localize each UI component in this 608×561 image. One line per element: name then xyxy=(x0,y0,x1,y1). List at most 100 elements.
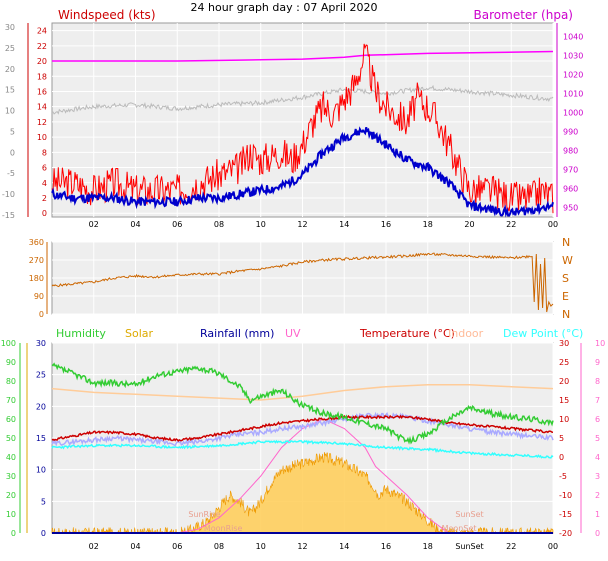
baro-y-tick-label: 1040 xyxy=(563,32,583,41)
temperature-line xyxy=(51,414,554,442)
outer-y-tick-label: -5 xyxy=(7,169,15,178)
temp-x-tick-label: SunSet xyxy=(455,542,483,551)
temperature-y-tick-label: 5 xyxy=(559,434,564,443)
humidity-y-tick-label: 70 xyxy=(6,396,16,405)
wind-y-tick-label: 10 xyxy=(37,133,47,142)
legend-item-dewpoint: Dew Point (°C) xyxy=(503,327,583,340)
humidity-y-tick-label: 10 xyxy=(6,510,16,519)
humidity-y-tick-label: 90 xyxy=(6,358,16,367)
uv-y-tick-label: 10 xyxy=(595,339,605,348)
rain-y-tick-label: 25 xyxy=(36,371,46,380)
baro-y-tick-label: 970 xyxy=(563,165,578,174)
humidity-y-tick-label: 20 xyxy=(6,491,16,500)
baro-panel-title: Barometer (hpa) xyxy=(474,8,573,22)
wind-average-line xyxy=(51,126,554,218)
outer-y-tick-label: 10 xyxy=(5,107,15,116)
legend-item-solar: Solar xyxy=(125,327,154,340)
temp-x-tick-label: 12 xyxy=(297,542,307,551)
outer-y-tick-label: 5 xyxy=(10,127,15,136)
wind-y-tick-label: 24 xyxy=(37,27,47,36)
wind-y-tick-label: 6 xyxy=(42,164,47,173)
compass-label: E xyxy=(562,290,569,303)
rain-y-tick-label: 5 xyxy=(41,497,46,506)
humidity-y-tick-label: 80 xyxy=(6,377,16,386)
uv-y-tick-label: 7 xyxy=(595,396,600,405)
outer-y-tick-label: 15 xyxy=(5,86,15,95)
humidity-y-tick-label: 30 xyxy=(6,472,16,481)
wind-y-tick-label: 8 xyxy=(42,148,47,157)
annotation-sunrise: SunRise xyxy=(188,510,220,519)
rain-y-tick-label: 10 xyxy=(36,466,46,475)
rain-y-tick-label: 20 xyxy=(36,402,46,411)
legend-item-rainfall: Rainfall (mm) xyxy=(200,327,274,340)
temp-x-tick-label: 16 xyxy=(381,542,391,551)
baro-y-tick-label: 1000 xyxy=(563,108,583,117)
direction-y-tick-label: 0 xyxy=(39,310,44,319)
temp-x-tick-label: 06 xyxy=(172,542,182,551)
direction-y-tick-label: 180 xyxy=(29,274,44,283)
temperature-y-tick-label: 30 xyxy=(559,339,569,348)
rain-y-tick-label: 0 xyxy=(41,529,46,538)
outer-y-tick-label: -10 xyxy=(2,190,15,199)
wind-x-tick-label: 04 xyxy=(130,220,140,229)
wind-y-tick-label: 0 xyxy=(42,209,47,218)
temp-x-tick-label: 14 xyxy=(339,542,349,551)
legend-item-indoor: Indoor xyxy=(448,327,484,340)
humidity-line xyxy=(51,362,554,445)
humidity-y-tick-label: 0 xyxy=(11,529,16,538)
temp-x-tick-label: 08 xyxy=(214,542,224,551)
wind-y-tick-label: 16 xyxy=(37,87,47,96)
baro-y-tick-label: 990 xyxy=(563,127,578,136)
wind-x-tick-label: 02 xyxy=(89,220,99,229)
temperature-y-tick-label: 20 xyxy=(559,377,569,386)
uv-y-tick-label: 9 xyxy=(595,358,600,367)
wind-y-tick-label: 4 xyxy=(42,179,47,188)
temp-x-tick-label: 02 xyxy=(89,542,99,551)
wind-x-tick-label: 14 xyxy=(339,220,349,229)
baro-y-tick-label: 960 xyxy=(563,184,578,193)
wind-x-tick-label: 08 xyxy=(214,220,224,229)
outer-y-tick-label: 25 xyxy=(5,44,15,53)
wind-direction-line xyxy=(51,252,533,288)
chart-title: 24 hour graph day : 07 April 2020 xyxy=(191,1,378,14)
uv-y-tick-label: 6 xyxy=(595,415,600,424)
rain-y-tick-label: 30 xyxy=(36,339,46,348)
compass-label: N xyxy=(562,308,570,321)
wind-x-tick-label: 22 xyxy=(506,220,516,229)
wind-y-tick-label: 20 xyxy=(37,57,47,66)
uv-y-tick-label: 3 xyxy=(595,472,600,481)
temp-x-tick-label: 00 xyxy=(548,542,558,551)
baro-y-tick-label: 1030 xyxy=(563,51,583,60)
wind-x-tick-label: 16 xyxy=(381,220,391,229)
temperature-y-tick-label: -20 xyxy=(559,529,572,538)
wind-x-tick-label: 20 xyxy=(464,220,474,229)
temp-x-tick-label: 04 xyxy=(130,542,140,551)
humidity-y-tick-label: 60 xyxy=(6,415,16,424)
dewpoint-line xyxy=(51,439,554,459)
outer-y-tick-label: -15 xyxy=(2,211,15,220)
annotation-sunset: SunSet xyxy=(455,510,483,519)
compass-label: W xyxy=(562,254,573,267)
apparent-temperature-line xyxy=(51,411,554,448)
outer-y-tick-label: 0 xyxy=(10,148,15,157)
baro-line xyxy=(52,50,554,62)
baro-y-tick-label: 1010 xyxy=(563,89,583,98)
uv-y-tick-label: 0 xyxy=(595,529,600,538)
temperature-y-tick-label: -10 xyxy=(559,491,572,500)
wind-x-tick-label: 00 xyxy=(548,220,558,229)
humidity-y-tick-label: 100 xyxy=(1,339,16,348)
wind-direction-line-end xyxy=(531,253,554,313)
temperature-y-tick-label: -5 xyxy=(559,472,567,481)
uv-y-tick-label: 8 xyxy=(595,377,600,386)
humidity-y-tick-label: 50 xyxy=(6,434,16,443)
wind-panel-title: Windspeed (kts) xyxy=(58,8,156,22)
annotation-moonset: MoonSet xyxy=(442,524,477,533)
temperature-y-tick-label: 25 xyxy=(559,358,569,367)
legend-item-humidity: Humidity xyxy=(56,327,106,340)
baro-trend-line xyxy=(51,84,554,115)
wind-x-tick-label: 18 xyxy=(423,220,433,229)
wind-line xyxy=(51,43,554,214)
compass-label: S xyxy=(562,272,569,285)
uv-y-tick-label: 2 xyxy=(595,491,600,500)
